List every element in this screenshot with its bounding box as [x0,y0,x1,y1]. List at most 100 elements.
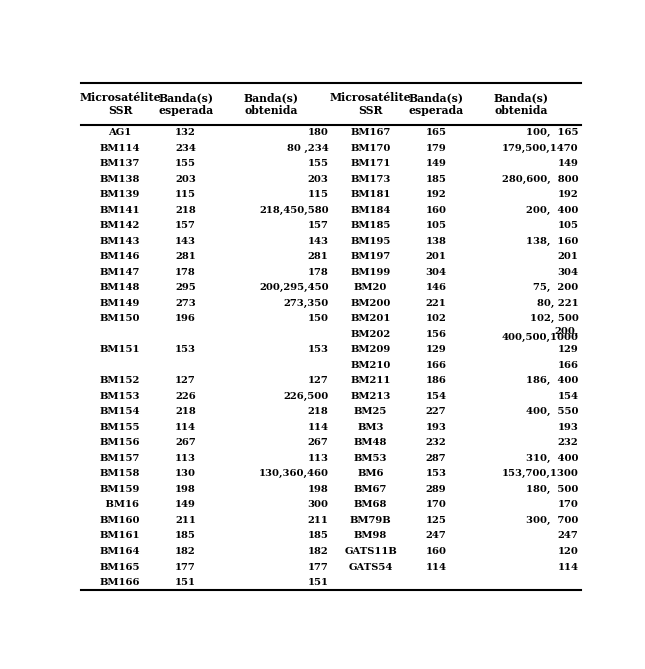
Text: 113: 113 [175,454,196,463]
Text: 280,600,  800: 280,600, 800 [502,175,579,184]
Text: 151: 151 [308,578,328,587]
Text: BM141: BM141 [100,206,141,215]
Text: BM151: BM151 [100,345,141,355]
Text: BM20: BM20 [354,284,387,292]
Text: 300,  700: 300, 700 [526,516,579,525]
Text: 273,350: 273,350 [283,299,328,308]
Text: BM149: BM149 [100,299,141,308]
Text: 200,: 200, [554,326,579,336]
Text: 267: 267 [175,438,196,448]
Text: 211: 211 [175,516,196,525]
Text: 166: 166 [557,361,579,370]
Text: 180: 180 [308,128,328,137]
Text: 295: 295 [175,284,196,292]
Text: 211: 211 [308,516,328,525]
Text: 198: 198 [175,485,196,494]
Text: BM16: BM16 [102,500,139,510]
Text: Banda(s)
esperada: Banda(s) esperada [158,92,213,116]
Text: 198: 198 [308,485,328,494]
Text: Banda(s)
obtenida: Banda(s) obtenida [244,92,299,116]
Text: 203: 203 [175,175,196,184]
Text: 200,295,450: 200,295,450 [259,284,328,292]
Text: Banda(s)
esperada: Banda(s) esperada [408,92,464,116]
Text: 120: 120 [558,547,579,556]
Text: 234: 234 [175,144,196,153]
Text: 115: 115 [308,191,328,199]
Text: BM137: BM137 [100,159,141,169]
Text: 178: 178 [308,268,328,277]
Text: Banda(s)
obtenida: Banda(s) obtenida [493,92,548,116]
Text: 226,500: 226,500 [283,392,328,401]
Text: 155: 155 [175,159,196,169]
Text: 114: 114 [557,563,579,571]
Text: 170: 170 [558,500,579,510]
Text: 182: 182 [308,547,328,556]
Text: BM147: BM147 [100,268,141,277]
Text: BM164: BM164 [100,547,141,556]
Text: BM165: BM165 [100,563,141,571]
Text: BM197: BM197 [350,252,391,262]
Text: 247: 247 [426,531,446,541]
Text: 102, 500: 102, 500 [530,314,579,323]
Text: BM146: BM146 [100,252,141,262]
Text: BM170: BM170 [350,144,391,153]
Text: BM200: BM200 [350,299,391,308]
Text: 153: 153 [308,345,328,355]
Text: BM139: BM139 [100,191,141,199]
Text: 154: 154 [557,392,579,401]
Text: BM184: BM184 [350,206,391,215]
Text: 143: 143 [175,237,196,246]
Text: 129: 129 [426,345,446,355]
Text: 125: 125 [426,516,446,525]
Text: 192: 192 [558,191,579,199]
Text: 170: 170 [426,500,446,510]
Text: BM159: BM159 [100,485,141,494]
Text: 281: 281 [175,252,196,262]
Text: BM201: BM201 [350,314,391,323]
Text: 160: 160 [426,206,446,215]
Text: 185: 185 [308,531,328,541]
Text: BM157: BM157 [100,454,141,463]
Text: 153: 153 [426,470,446,478]
Text: BM156: BM156 [100,438,141,448]
Text: BM155: BM155 [100,423,141,432]
Text: 149: 149 [558,159,579,169]
Text: BM68: BM68 [354,500,387,510]
Text: BM161: BM161 [100,531,141,541]
Text: 304: 304 [426,268,446,277]
Text: GATS54: GATS54 [348,563,393,571]
Text: 185: 185 [426,175,446,184]
Text: BM199: BM199 [350,268,391,277]
Text: 182: 182 [175,547,196,556]
Text: 127: 127 [175,377,196,385]
Text: Microsatélite
SSR: Microsatélite SSR [79,92,161,116]
Text: 129: 129 [558,345,579,355]
Text: 227: 227 [426,407,446,416]
Text: 156: 156 [426,330,446,339]
Text: BM6: BM6 [357,470,384,478]
Text: BM114: BM114 [100,144,141,153]
Text: 400,  550: 400, 550 [526,407,579,417]
Text: 178: 178 [175,268,196,277]
Text: 105: 105 [557,221,579,230]
Text: 273: 273 [175,299,196,308]
Text: 165: 165 [426,128,446,137]
Text: 179: 179 [426,144,446,153]
Text: 114: 114 [426,563,446,571]
Text: 127: 127 [308,377,328,385]
Text: 192: 192 [426,191,446,199]
Text: 153,700,1300: 153,700,1300 [502,470,579,478]
Text: AG1: AG1 [108,128,132,137]
Text: 105: 105 [426,221,446,230]
Text: Microsatélite
SSR: Microsatélite SSR [330,92,412,116]
Text: 146: 146 [426,284,446,292]
Text: BM181: BM181 [350,191,391,199]
Text: 221: 221 [426,299,446,308]
Text: BM3: BM3 [357,423,384,432]
Text: BM160: BM160 [100,516,141,525]
Text: BM142: BM142 [100,221,141,230]
Text: BM138: BM138 [100,175,141,184]
Text: 267: 267 [308,438,328,448]
Text: BM154: BM154 [100,407,141,416]
Text: 154: 154 [426,392,446,401]
